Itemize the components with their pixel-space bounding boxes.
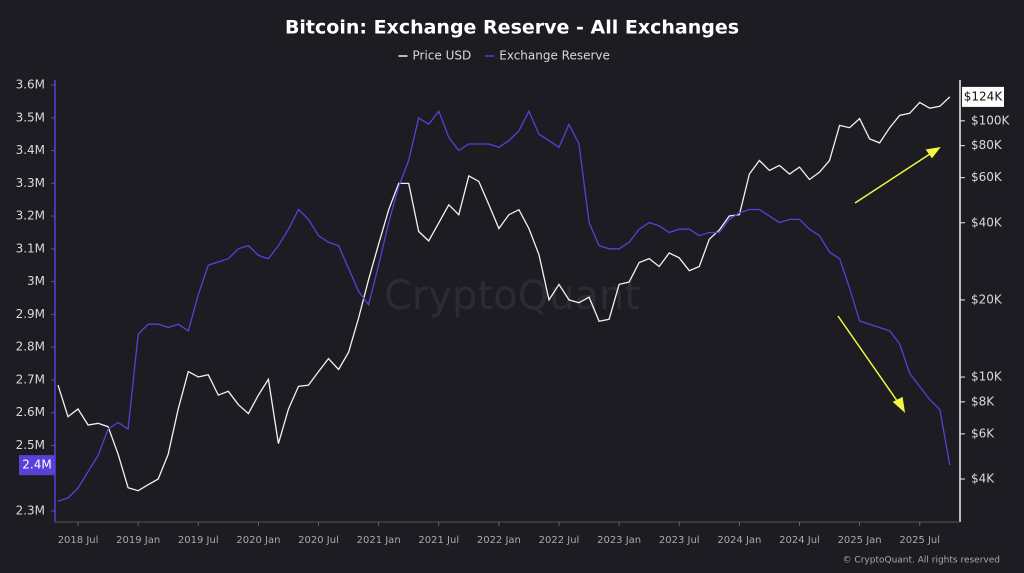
x-tick-label: 2023 Jan	[597, 535, 641, 546]
series-line	[57, 96, 951, 492]
x-tick-label: 2024 Jan	[717, 535, 761, 546]
value-label: 2.4M	[22, 458, 51, 472]
x-tick-label: 2024 Jul	[779, 535, 820, 546]
y-tick-label: 2.6M	[16, 405, 45, 419]
value-label-box	[962, 86, 1004, 107]
x-tick-label: 2020 Jul	[298, 535, 339, 546]
footer: © CryptoQuant. All rights reserved	[843, 556, 1000, 566]
y-tick-label: 3.3M	[16, 176, 45, 190]
y-tick-label: 3.1M	[16, 241, 45, 255]
y-tick-label: 3.2M	[16, 209, 45, 223]
y2-tick-label: $8K	[971, 394, 995, 408]
x-tick-label: 2025 Jan	[838, 535, 882, 546]
y-tick-label: 2.9M	[16, 307, 45, 321]
value-label: $124K	[964, 89, 1004, 103]
watermark: CryptoQuant	[384, 273, 640, 319]
y-tick-label: 2.3M	[16, 504, 45, 518]
y-tick-label: 2.5M	[16, 438, 45, 452]
x-tick-label: 2018 Jul	[58, 535, 99, 546]
y2-tick-label: $20K	[971, 292, 1003, 306]
y2-tick-label: $80K	[971, 138, 1003, 152]
x-tick-label: 2023 Jul	[659, 535, 700, 546]
y-tick-label: 2.8M	[16, 340, 45, 354]
x-tick-label: 2022 Jul	[539, 535, 580, 546]
y2-tick-label: $6K	[971, 426, 995, 440]
y2-tick-label: $60K	[971, 170, 1003, 184]
y-tick-label: 3.5M	[16, 110, 45, 124]
legend-label: Exchange Reserve	[499, 49, 610, 63]
x-tick-label: 2020 Jan	[236, 535, 280, 546]
legend-label: Price USD	[413, 49, 472, 63]
x-tick-label: 2021 Jul	[418, 535, 459, 546]
y-tick-label: 2.7M	[16, 372, 45, 386]
y-tick-label: 3M	[27, 274, 45, 288]
x-tick-label: 2022 Jan	[477, 535, 521, 546]
annotation-arrows	[837, 146, 941, 413]
x-tick-label: 2021 Jan	[357, 535, 401, 546]
value-label-box	[19, 455, 55, 476]
y-tick-label: 3.4M	[16, 143, 45, 157]
chart-title: Bitcoin: Exchange Reserve - All Exchange…	[285, 17, 739, 39]
y2-tick-label: $100K	[971, 113, 1011, 127]
series-line	[57, 109, 951, 502]
y-tick-label: 3.6M	[16, 78, 45, 92]
y2-tick-label: $40K	[971, 215, 1003, 229]
y2-tick-label: $10K	[971, 370, 1003, 384]
y2-tick-label: $4K	[971, 471, 995, 485]
x-tick-label: 2025 Jul	[899, 535, 940, 546]
x-tick-label: 2019 Jul	[178, 535, 219, 546]
x-tick-label: 2019 Jan	[116, 535, 160, 546]
